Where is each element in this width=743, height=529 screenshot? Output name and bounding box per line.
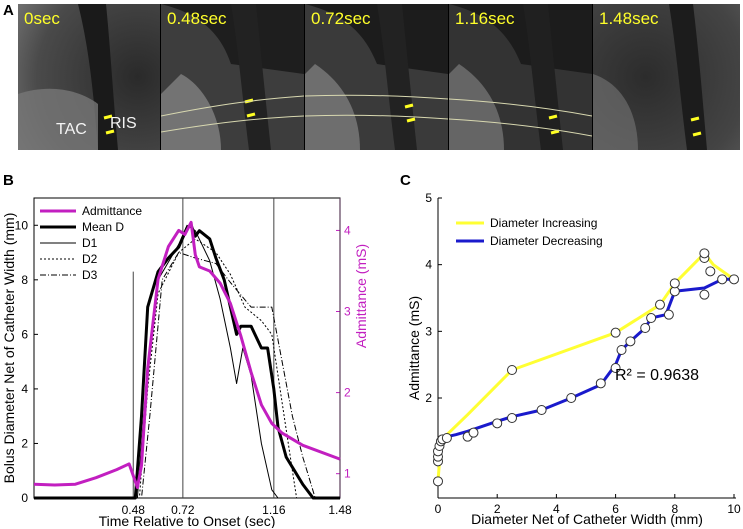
- chart-c-marker: [625, 336, 636, 347]
- chart-b-legend-label: D3: [82, 268, 98, 282]
- chart-c-markers: [433, 248, 739, 487]
- chart-c-marker: [468, 427, 479, 438]
- chart-b-right-ytick-label: 1: [344, 467, 351, 481]
- fluoro-frame-2: 0.72sec: [305, 4, 448, 150]
- chart-b-ylabel-right: Admittance (mS): [353, 244, 369, 348]
- fluoro-image-1: [161, 4, 304, 150]
- chart-c-legend-label: Diameter Decreasing: [490, 234, 603, 248]
- chart-b-vertical-lines: [132, 198, 341, 498]
- frame-label-2: 0.72sec: [311, 9, 371, 28]
- frame-label-3: 1.16sec: [455, 9, 515, 28]
- frame-label-1: 0.48sec: [167, 9, 227, 28]
- chart-c-xtick-label: 6: [612, 502, 619, 516]
- chart-c-xtick-label: 2: [494, 502, 501, 516]
- chart-c-ytick-label: 2: [425, 391, 432, 405]
- fluoro-image-2: [305, 4, 448, 150]
- chart-c-marker: [717, 274, 728, 285]
- chart-c-xtick-label: 4: [553, 502, 560, 516]
- chart-c-marker: [616, 345, 627, 355]
- chart-c-marker: [595, 378, 606, 389]
- chart-b-ytick-label: 2: [21, 436, 28, 450]
- chart-c-marker: [640, 323, 651, 333]
- chart-b-series-d1: [34, 224, 340, 499]
- fluoro-image-4: [593, 4, 740, 150]
- chart-b-legend-label: Admittance: [82, 204, 142, 218]
- chart-c-marker: [699, 289, 710, 300]
- chart-b-xtick-label: 1.16: [262, 503, 286, 517]
- chart-b-series-d2: [34, 238, 340, 499]
- chart-c-r2-annotation: R² = 0.9638: [615, 367, 699, 384]
- chart-c-y-ticks: 2 3 4 5: [425, 191, 442, 405]
- chart-c-xtick-label: 0: [435, 502, 442, 516]
- chart-c-marker: [729, 274, 739, 285]
- panel-b-letter: B: [3, 172, 14, 189]
- ris-label: RIS: [110, 115, 137, 132]
- panel-a-letter: A: [3, 2, 14, 19]
- chart-c-marker: [699, 248, 710, 259]
- fluoro-frame-0: 0sec TAC RIS: [18, 4, 160, 150]
- fluoro-image-3: [449, 4, 592, 150]
- fluoro-image-0: [18, 4, 160, 150]
- chart-b-right-y-ticks: 1 2 3 4: [336, 198, 351, 498]
- chart-c-marker: [655, 299, 665, 310]
- chart-c-x-ticks: 0 2 4 6 8 10: [435, 494, 741, 516]
- fluoro-frame-3: 1.16sec: [449, 4, 592, 150]
- chart-b-series-admittance: [33, 220, 341, 489]
- frame-label-0: 0sec: [24, 9, 60, 28]
- chart-b-xtick-label: 0.48: [122, 503, 146, 517]
- chart-b-right-ytick-label: 2: [344, 386, 351, 400]
- chart-c-ytick-label: 5: [425, 191, 432, 205]
- chart-c-xtick-label: 10: [727, 502, 741, 516]
- panel-c-letter: C: [400, 172, 411, 189]
- chart-b-frame: [33, 197, 341, 499]
- chart-c-marker: [705, 266, 716, 277]
- fluoro-frame-4: 1.48sec: [593, 4, 740, 150]
- chart-b-series-d3: [34, 252, 340, 499]
- chart-c-xtick-label: 8: [671, 502, 678, 516]
- chart-b-xtick-label: 1.48: [328, 503, 352, 517]
- chart-b-ytick-label: 10: [15, 218, 29, 232]
- chart-c-ylabel: Admittance (mS): [406, 296, 422, 400]
- chart-c-marker: [610, 363, 621, 373]
- chart-b-right-ytick-label: 3: [344, 305, 351, 319]
- fluoro-frame-1: 0.48sec: [161, 4, 304, 150]
- chart-c-marker: [492, 418, 503, 429]
- fluoroscopy-strip: 0sec TAC RIS 0.48sec 0.72sec: [18, 4, 740, 150]
- tac-label: TAC: [56, 121, 87, 138]
- chart-b-ytick-label: 0: [21, 491, 28, 505]
- chart-c-marker: [507, 365, 517, 375]
- chart-b-series: [33, 220, 341, 500]
- chart-b-right-ytick-label: 4: [344, 223, 351, 237]
- chart-b-ytick-label: 4: [21, 382, 28, 396]
- chart-c-marker: [669, 278, 680, 289]
- chart-c-xlabel: Diameter Net of Catheter Width (mm): [471, 511, 703, 527]
- chart-b-ytick-label: 6: [21, 327, 28, 341]
- chart-b-legend: Admittance Mean D D1 D2 D3: [40, 204, 142, 282]
- chart-b-legend-label: D2: [82, 252, 98, 266]
- chart-b-legend-label: Mean D: [82, 220, 124, 234]
- chart-c-ytick-label: 3: [425, 324, 432, 338]
- chart-c-marker: [441, 433, 452, 443]
- chart-b-x-ticks: 0.48 0.72 1.16 1.48: [122, 503, 352, 517]
- frame-label-4: 1.48sec: [599, 9, 659, 28]
- chart-b-xtick-label: 0.72: [171, 503, 195, 517]
- chart-c-legend-label: Diameter Increasing: [490, 216, 597, 230]
- chart-c-marker: [610, 327, 621, 338]
- chart-c-ytick-label: 4: [425, 258, 432, 272]
- chart-c-marker: [566, 393, 577, 403]
- chart-c-marker: [646, 313, 657, 323]
- chart-b-xlabel: Time Relative to Onset (sec): [99, 513, 276, 528]
- chart-c-marker: [433, 476, 443, 487]
- chart-c-marker: [536, 405, 547, 415]
- chart-b-ylabel: Bolus Diameter Net of Catheter Width (mm…: [1, 213, 17, 484]
- chart-b-series-mean-d: [34, 223, 340, 500]
- chart-b-legend-label: D1: [82, 236, 98, 250]
- chart-c-marker: [663, 309, 674, 320]
- chart-c-marker: [507, 413, 517, 423]
- chart-c-legend: Diameter Increasing Diameter Decreasing: [456, 216, 603, 248]
- chart-b-ytick-label: 8: [21, 273, 28, 287]
